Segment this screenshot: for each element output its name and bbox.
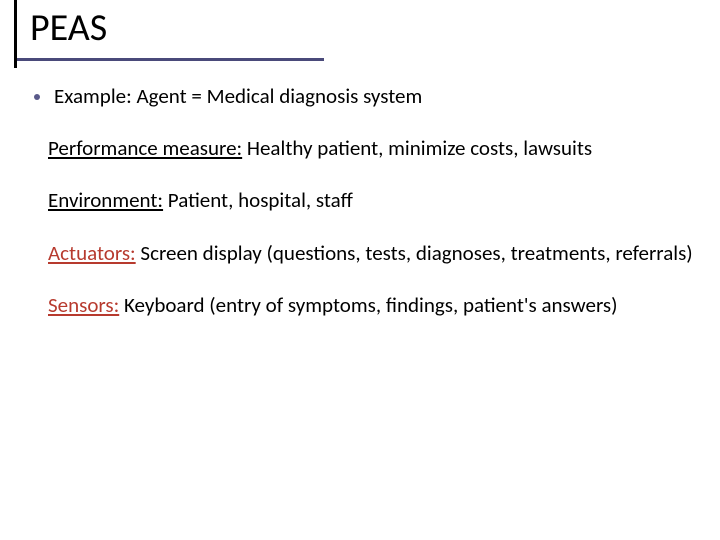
section-sensors: Sensors: Keyboard (entry of symptoms, fi… <box>48 292 694 318</box>
term-environment: Environment: <box>48 187 163 213</box>
slide: PEAS Example: Agent = Medical diagnosis … <box>0 0 720 540</box>
title-area: PEAS <box>0 0 720 61</box>
term-actuators: Actuators: <box>48 240 136 266</box>
slide-title: PEAS <box>0 8 720 50</box>
desc-sensors: Keyboard (entry of symptoms, findings, p… <box>119 292 617 318</box>
section-actuators: Actuators: Screen display (questions, te… <box>48 240 694 266</box>
title-vertical-bar <box>14 0 17 68</box>
section-environment: Environment: Patient, hospital, staff <box>48 187 694 213</box>
section-performance: Performance measure: Healthy patient, mi… <box>48 135 694 161</box>
title-underline <box>14 58 324 61</box>
bullet-text: Example: Agent = Medical diagnosis syste… <box>54 83 702 109</box>
slide-body: Example: Agent = Medical diagnosis syste… <box>0 61 720 318</box>
desc-environment: Patient, hospital, staff <box>163 187 353 213</box>
bullet-item: Example: Agent = Medical diagnosis syste… <box>34 83 702 109</box>
desc-actuators: Screen display (questions, tests, diagno… <box>136 240 693 266</box>
term-sensors: Sensors: <box>48 292 119 318</box>
bullet-dot-icon <box>34 94 40 100</box>
term-performance: Performance measure: <box>48 135 242 161</box>
desc-performance: Healthy patient, minimize costs, lawsuit… <box>242 135 592 161</box>
